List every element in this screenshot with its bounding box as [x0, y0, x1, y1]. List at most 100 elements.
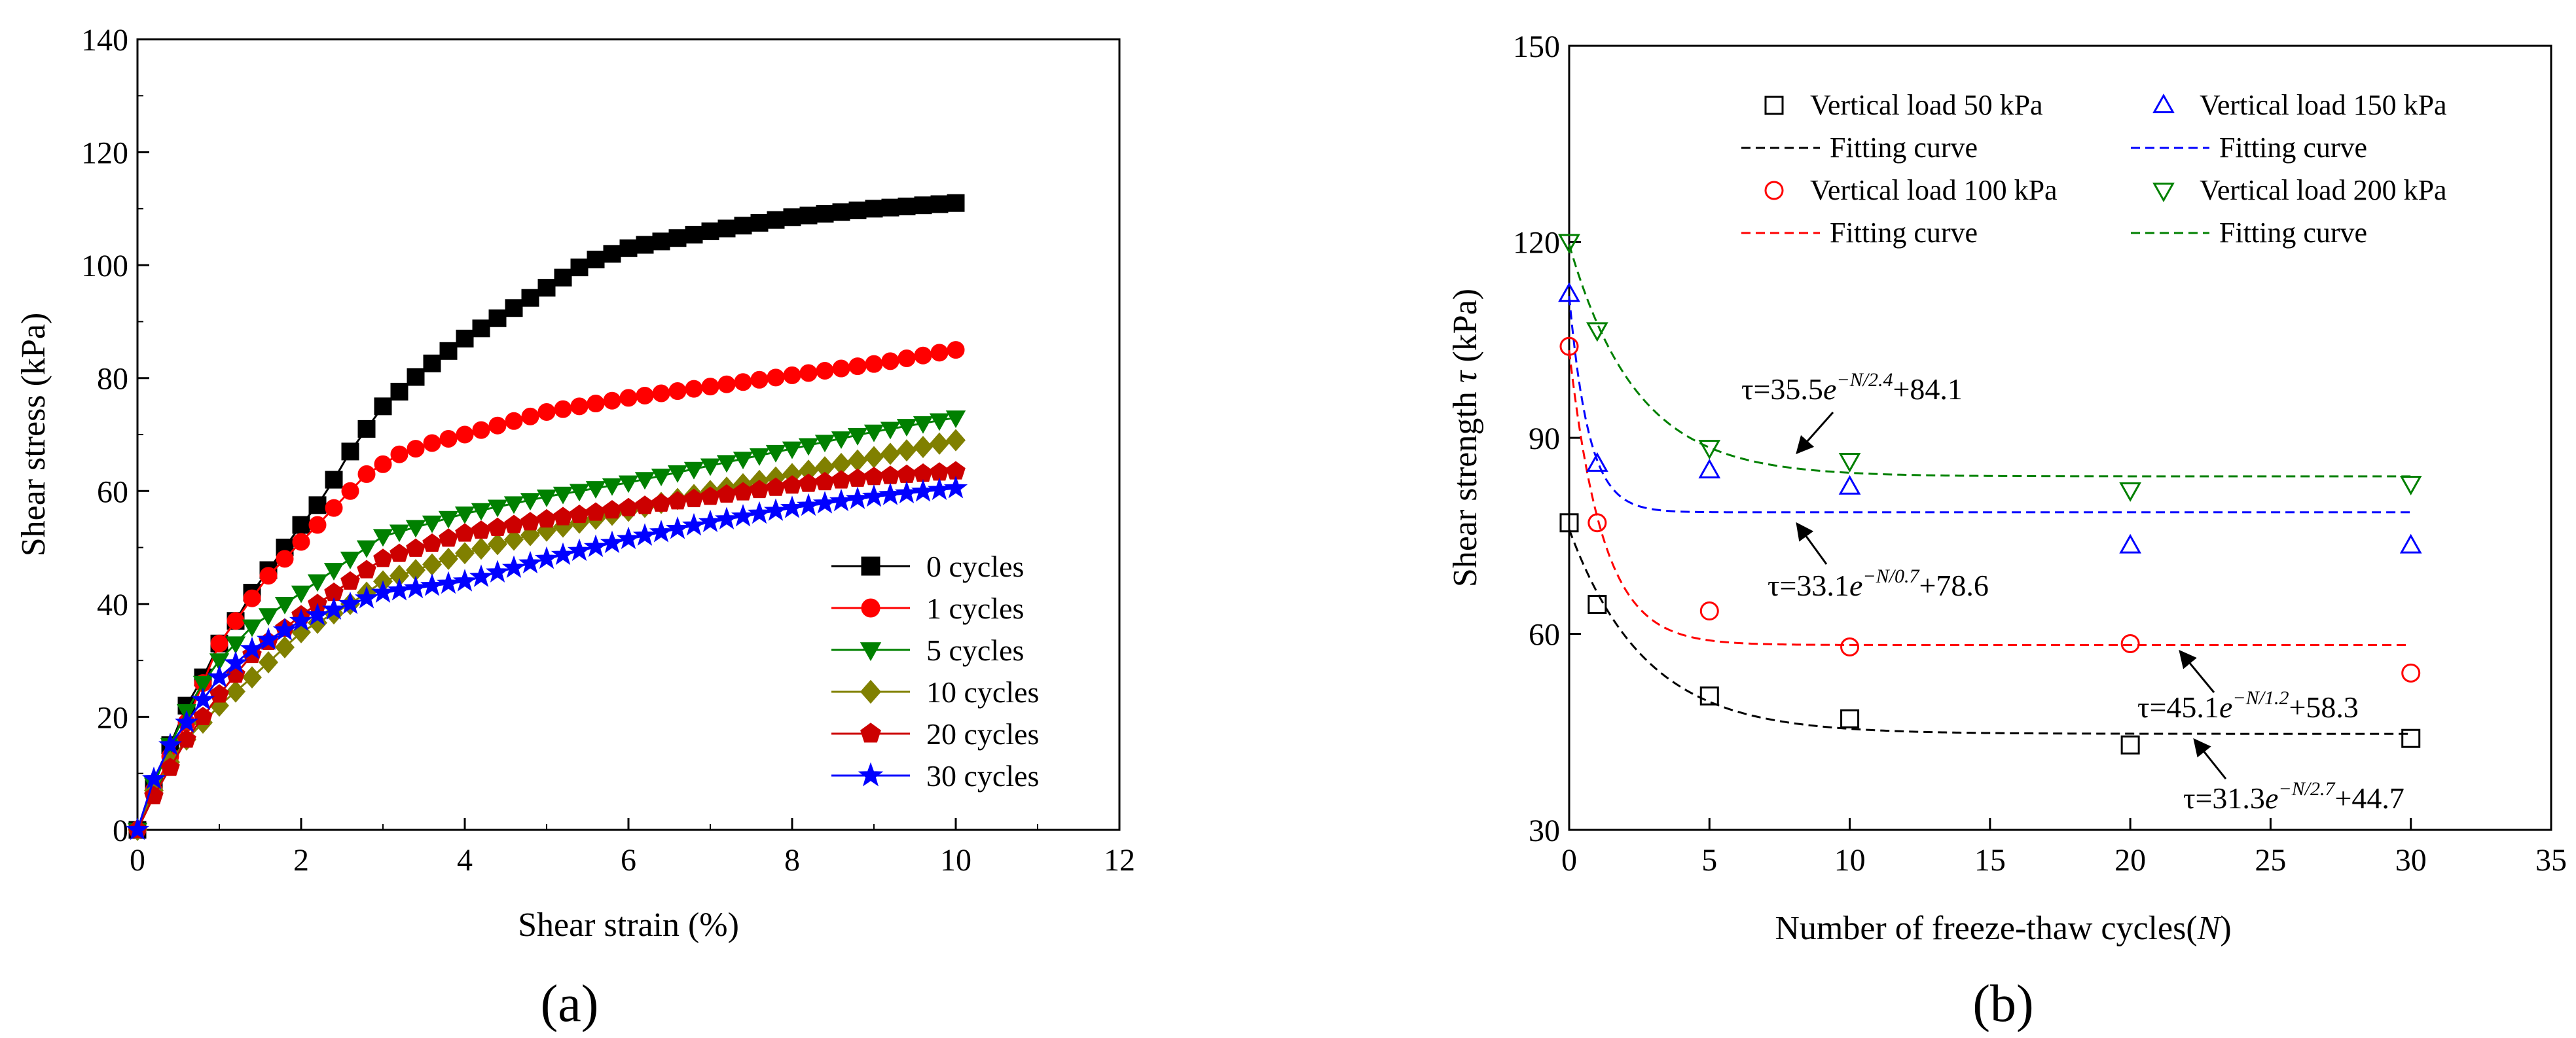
y-tick-label: 120 [1513, 226, 1560, 260]
data-point [1698, 440, 1721, 459]
data-point [1559, 336, 1579, 356]
data-point [930, 195, 949, 213]
data-point [518, 550, 543, 574]
x-tick-label: 15 [1974, 843, 2006, 878]
data-point [782, 441, 803, 459]
data-point [371, 580, 395, 603]
data-point [569, 484, 590, 502]
data-point [190, 687, 215, 710]
y-tick-label: 90 [1529, 421, 1560, 456]
data-point [455, 542, 475, 565]
data-point [554, 400, 572, 418]
data-point [947, 341, 965, 359]
y-tick-label: 120 [81, 136, 128, 171]
data-point [390, 445, 408, 463]
data-point [880, 465, 900, 484]
data-point [570, 259, 589, 277]
data-point [225, 636, 246, 654]
data-point [911, 479, 935, 502]
x-axis-label: Shear strain (%) [518, 906, 739, 944]
data-point [782, 475, 802, 494]
data-point [469, 564, 494, 587]
data-point [505, 299, 523, 317]
data-point [603, 245, 621, 263]
y-tick-label: 60 [97, 474, 128, 509]
data-point [714, 507, 739, 529]
data-point [439, 429, 458, 448]
data-point [668, 491, 687, 510]
data-point [896, 419, 917, 437]
data-point [537, 279, 556, 297]
data-point [192, 675, 213, 694]
data-point [1587, 595, 1607, 615]
data-point [798, 438, 819, 456]
data-point [913, 435, 933, 458]
data-point [587, 251, 605, 269]
data-point [1840, 637, 1860, 656]
data-point [223, 651, 248, 673]
legend-marker [1764, 181, 1784, 200]
data-point [848, 468, 867, 487]
arrow-200kpa [1796, 412, 1834, 455]
data-point [2119, 482, 2142, 502]
data-point [438, 510, 459, 529]
legend-marker [858, 762, 884, 787]
panel-label-a: (a) [541, 975, 599, 1033]
data-point [341, 442, 359, 461]
data-point [894, 480, 919, 504]
plot-frame [1568, 45, 2552, 831]
data-point [865, 355, 883, 373]
data-point [340, 571, 360, 590]
legend-entry: Fitting curve [2219, 217, 2367, 249]
data-point [209, 684, 229, 703]
data-point [2399, 533, 2422, 554]
data-point [1699, 686, 1719, 706]
legend-entry: Fitting curve [1830, 132, 1978, 164]
fitting-curve-Vertical-load-200-kPa [1568, 244, 2411, 478]
data-point [600, 530, 625, 554]
data-point [945, 410, 966, 429]
y-axis-label: Shear strength τ (kPa) [1447, 289, 1484, 587]
data-point [749, 448, 770, 466]
data-point [487, 499, 508, 518]
data-point [373, 548, 393, 567]
data-point [1586, 322, 1608, 342]
data-point [520, 493, 541, 511]
data-point [307, 574, 328, 592]
data-point [1838, 474, 1861, 495]
y-tick-label: 40 [97, 588, 128, 622]
data-point [635, 495, 655, 514]
data-point [570, 504, 589, 524]
data-point [750, 213, 769, 232]
data-point [570, 397, 589, 416]
data-point [472, 421, 490, 439]
data-point [537, 509, 556, 528]
data-point [814, 435, 835, 453]
data-point [913, 416, 934, 434]
y-tick-label: 140 [81, 23, 128, 58]
data-point [354, 586, 379, 609]
data-point [357, 465, 376, 483]
data-point [881, 198, 899, 217]
data-point [750, 370, 769, 389]
data-point [603, 391, 621, 410]
data-point [456, 329, 474, 348]
data-point [1559, 513, 1579, 533]
y-tick-label: 80 [97, 362, 128, 397]
data-point [619, 239, 638, 257]
data-point [1699, 601, 1719, 621]
data-point [898, 197, 916, 215]
data-point [471, 503, 492, 521]
data-point [619, 497, 638, 516]
x-tick-label: 0 [1561, 843, 1577, 878]
data-point [864, 446, 884, 469]
legend-marker [861, 556, 880, 576]
data-point [160, 757, 180, 776]
data-point [521, 289, 539, 307]
data-point [716, 455, 737, 473]
data-point [812, 491, 837, 514]
data-point [767, 211, 785, 229]
data-point [488, 517, 507, 536]
data-point [946, 429, 966, 452]
